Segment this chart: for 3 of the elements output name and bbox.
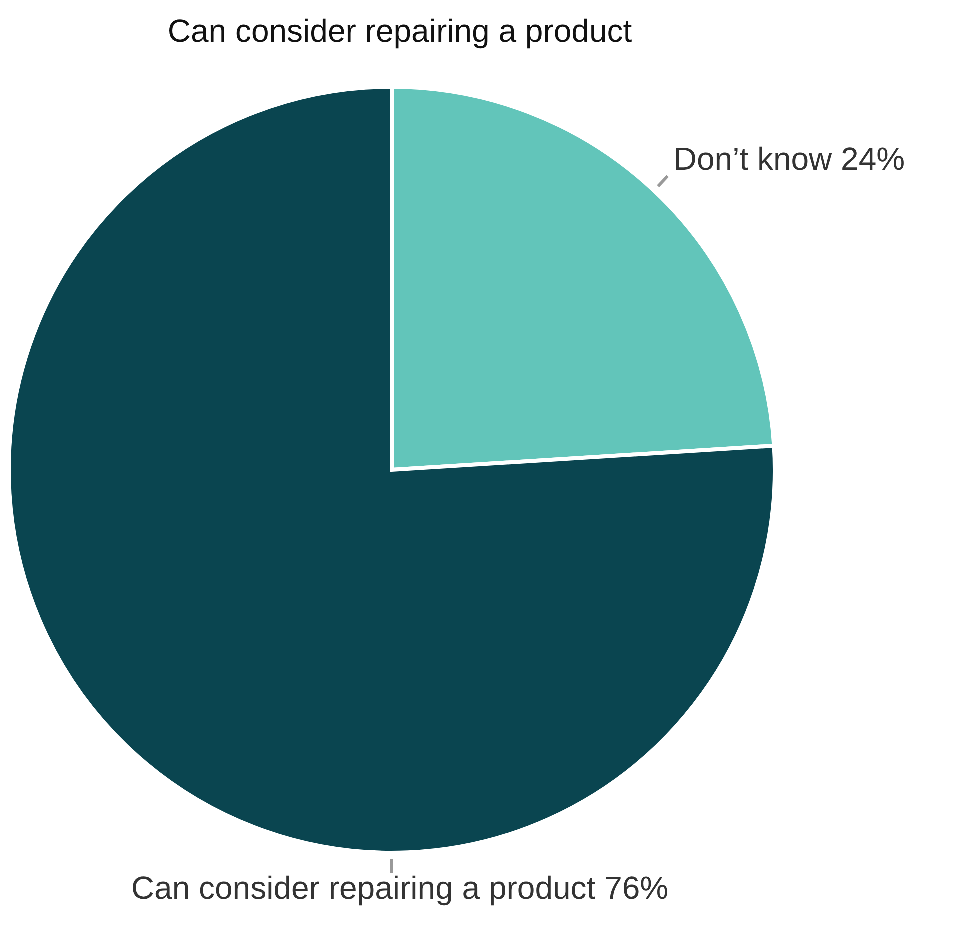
slice-label: Don’t know 24%	[674, 141, 906, 178]
category-label: Can consider repairing a product 76%	[131, 870, 669, 906]
slice-label: Can consider repairing a product	[168, 13, 632, 49]
